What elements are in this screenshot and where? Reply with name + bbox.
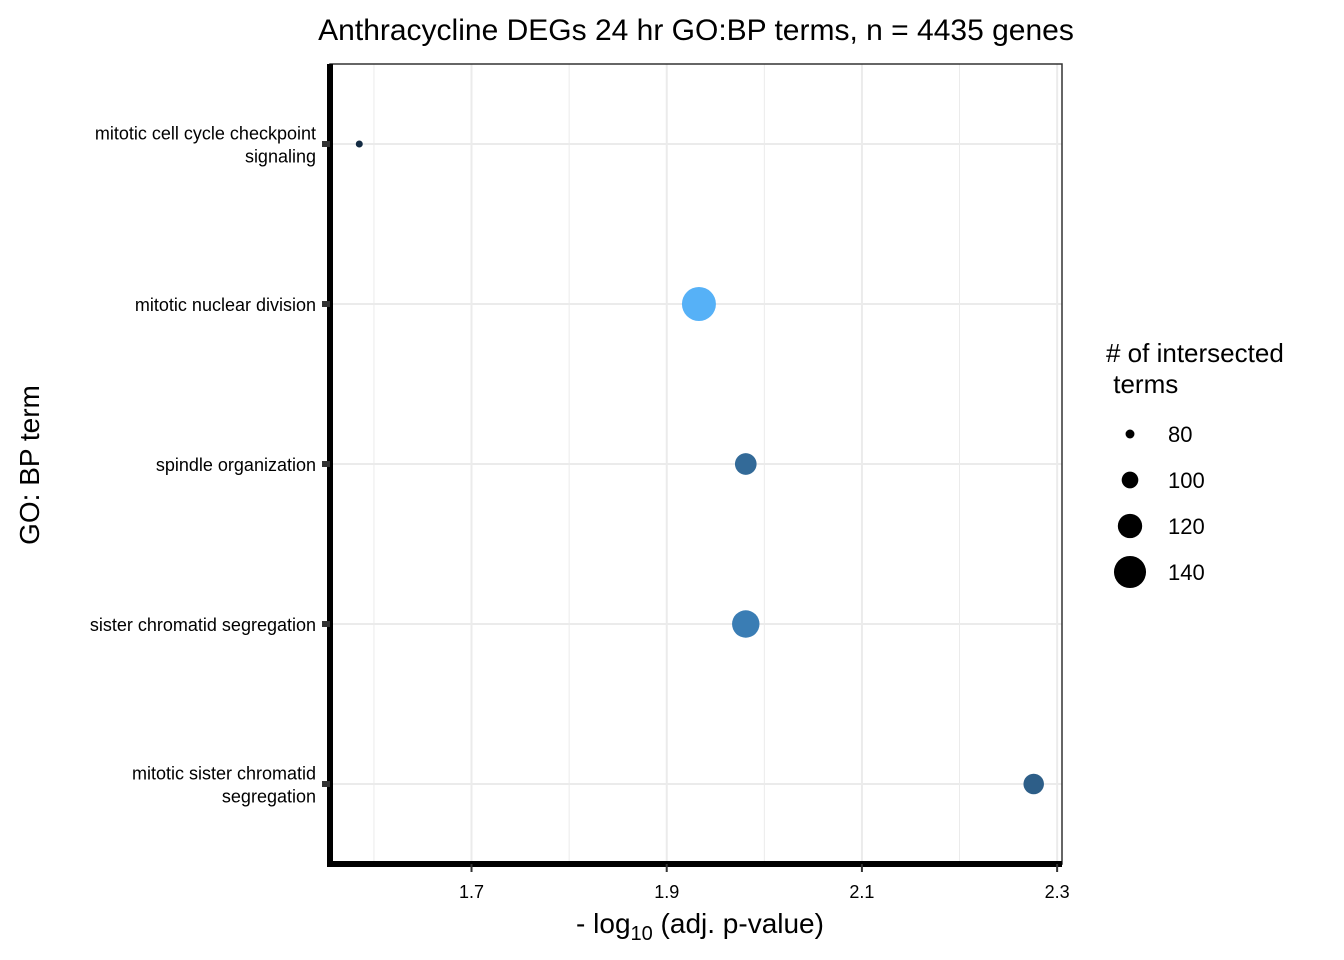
y-tick-label-line: mitotic nuclear division <box>135 295 316 315</box>
y-tick-label-line: mitotic cell cycle checkpoint <box>95 124 316 144</box>
x-tick-label: 2.3 <box>1045 882 1070 902</box>
legend-key <box>1121 471 1139 489</box>
y-tick-label-line: spindle organization <box>156 455 316 475</box>
legend-label: 140 <box>1168 560 1205 585</box>
y-tick-label-line: signaling <box>245 147 316 167</box>
y-tick-label-line: segregation <box>222 787 316 807</box>
legend-label: 100 <box>1168 468 1205 493</box>
chart-title: Anthracycline DEGs 24 hr GO:BP terms, n … <box>318 14 1074 47</box>
x-tick-label: 1.9 <box>654 882 679 902</box>
legend-title-line-2: terms <box>1106 369 1178 399</box>
x-axis-ticks: 1.7 1.9 2.1 2.3 <box>459 864 1070 902</box>
data-point <box>732 610 760 638</box>
y-tick-label: mitotic nuclear division <box>135 295 316 315</box>
y-tick-label: mitotic sister chromatid segregation <box>132 764 316 807</box>
legend-label: 80 <box>1168 422 1192 447</box>
x-axis-label-suffix: (adj. p-value) <box>653 908 824 939</box>
x-tick-label: 2.1 <box>849 882 874 902</box>
x-axis-label: - log10 (adj. p-value) <box>576 908 824 945</box>
data-points <box>355 140 1044 795</box>
x-axis-label-subscript: 10 <box>631 923 653 945</box>
x-axis-label-prefix: - log <box>576 908 630 939</box>
y-axis-label: GO: BP term <box>14 385 45 545</box>
y-tick-label-line: mitotic sister chromatid <box>132 764 316 784</box>
legend-label: 120 <box>1168 514 1205 539</box>
legend-key <box>1117 513 1143 539</box>
size-legend: # of intersected terms 80 100 120 140 <box>1106 338 1291 589</box>
legend-key <box>1125 429 1135 439</box>
legend-key <box>1113 555 1147 589</box>
data-point <box>1023 773 1044 795</box>
y-tick-label: spindle organization <box>156 455 316 475</box>
legend-title: # of intersected terms <box>1106 338 1291 399</box>
y-tick-label-line: sister chromatid segregation <box>90 615 316 635</box>
legend-entries: 80 100 120 140 <box>1113 422 1205 589</box>
data-point <box>681 287 716 321</box>
grid <box>330 64 1062 864</box>
data-point <box>355 140 363 148</box>
y-tick-label: sister chromatid segregation <box>90 615 316 635</box>
data-point <box>734 453 757 475</box>
y-axis-ticks: mitotic cell cycle checkpoint signalingmi… <box>90 124 330 807</box>
y-tick-label: mitotic cell cycle checkpoint signaling <box>95 124 316 167</box>
legend-title-line-1: # of intersected <box>1106 338 1284 368</box>
x-tick-label: 1.7 <box>459 882 484 902</box>
